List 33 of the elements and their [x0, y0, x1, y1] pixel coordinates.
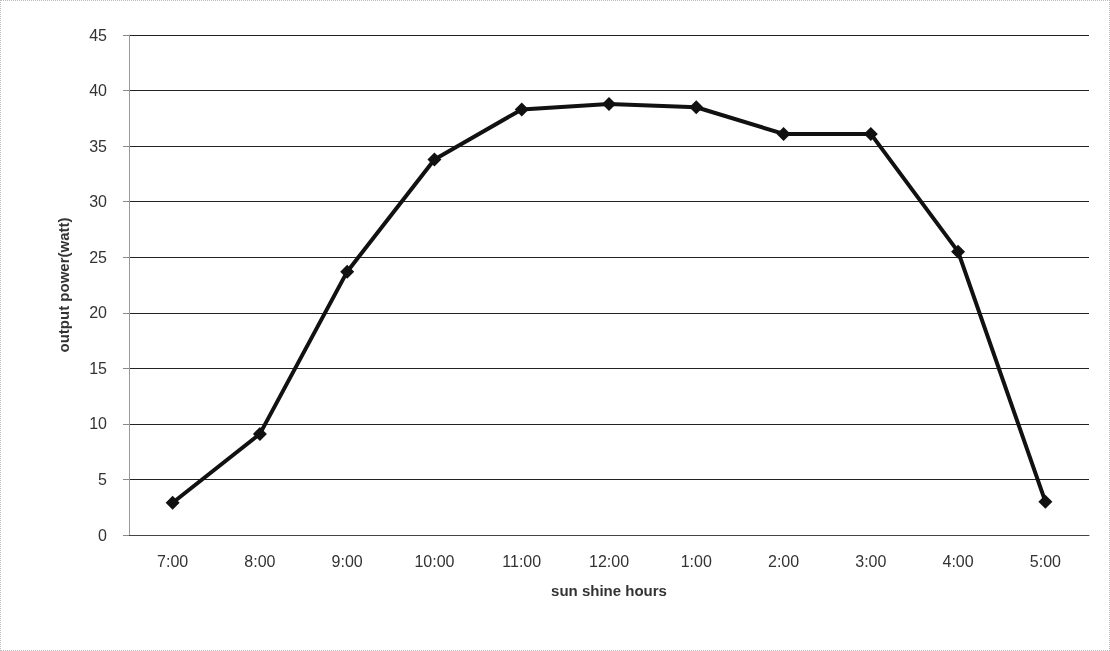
y-tick-label: 15	[89, 359, 108, 377]
x-tick-label: 5:00	[1029, 552, 1062, 570]
y-tick-label: 10	[89, 415, 108, 433]
y-tick-label: 35	[89, 137, 108, 155]
x-tick-label: 3:00	[855, 552, 887, 570]
x-tick-label: 12:00	[588, 552, 630, 570]
x-tick-label: 2:00	[767, 552, 800, 570]
point	[776, 126, 791, 141]
y-tick-label: 5	[98, 470, 108, 488]
point	[1038, 494, 1053, 509]
x-tick-label: 9:00	[331, 552, 363, 570]
point	[165, 495, 180, 510]
y-tick-label: 30	[89, 193, 108, 211]
y-tick-label: 25	[89, 248, 108, 266]
x-axis-title: sun shine hours	[551, 582, 667, 599]
point	[340, 264, 355, 279]
point	[951, 244, 966, 259]
y-tick-label: 40	[89, 82, 108, 100]
x-tick-label: 4:00	[942, 552, 974, 570]
x-tick-label: 10:00	[414, 552, 455, 570]
y-axis-title: output power(watt)	[55, 217, 72, 353]
y-tick-label: 45	[89, 26, 108, 44]
point	[689, 100, 704, 115]
point	[514, 102, 529, 117]
x-tick-label: 7:00	[157, 552, 189, 570]
point	[252, 426, 267, 441]
y-tick-label: 20	[89, 304, 108, 322]
point	[427, 152, 442, 167]
y-tick-label: 0	[98, 526, 108, 544]
point	[602, 96, 616, 111]
x-tick-label: 1:00	[680, 552, 712, 570]
x-tick-label: 8:00	[244, 552, 276, 570]
x-tick-label: 11:00	[502, 552, 542, 570]
